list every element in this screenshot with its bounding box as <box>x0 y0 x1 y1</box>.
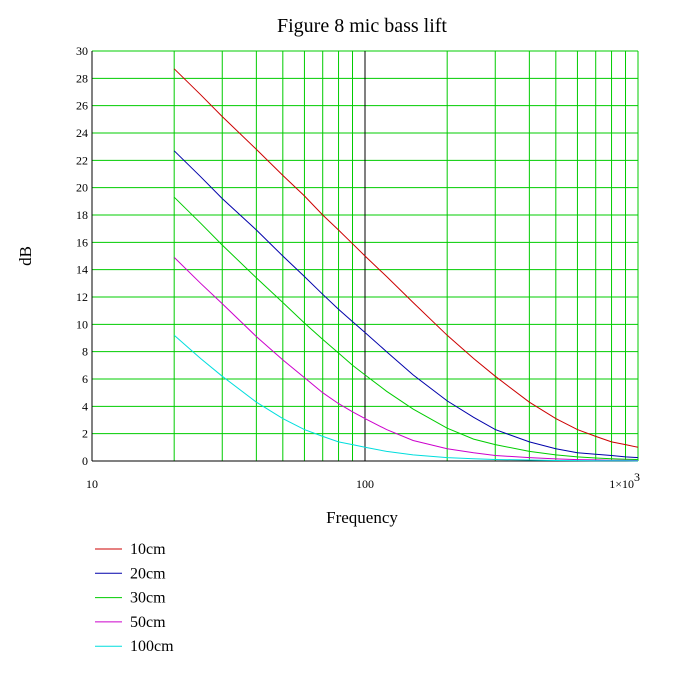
x-tick-superscript: 3 <box>634 470 640 484</box>
y-tick-label: 20 <box>76 181 88 195</box>
series-lines <box>173 68 639 462</box>
y-tick-label: 30 <box>76 44 88 58</box>
y-tick-label: 2 <box>82 427 88 441</box>
x-tick-label: 10 <box>86 477 98 491</box>
x-axis-label: Frequency <box>326 508 398 527</box>
y-tick-label: 26 <box>76 99 88 113</box>
x-tick-label: 1×10 <box>609 477 634 491</box>
series-line-50cm <box>173 257 639 461</box>
legend-label-20cm: 20cm <box>130 565 166 582</box>
legend-label-100cm: 100cm <box>130 638 174 655</box>
y-tick-label: 14 <box>76 263 88 277</box>
y-tick-label: 0 <box>82 454 88 468</box>
y-tick-label: 6 <box>82 372 88 386</box>
legend-label-30cm: 30cm <box>130 590 166 607</box>
y-tick-label: 18 <box>76 208 88 222</box>
series-line-10cm <box>173 68 639 448</box>
series-line-20cm <box>173 150 639 459</box>
axes <box>91 51 638 462</box>
y-tick-label: 16 <box>76 235 88 249</box>
series-line-100cm <box>173 334 639 462</box>
y-tick-label: 4 <box>82 399 88 413</box>
chart-title: Figure 8 mic bass lift <box>277 15 447 37</box>
legend-label-50cm: 50cm <box>130 614 166 631</box>
x-tick-label: 100 <box>356 477 374 491</box>
legend-label-10cm: 10cm <box>130 541 166 558</box>
y-tick-label: 22 <box>76 153 88 167</box>
y-tick-label: 8 <box>82 345 88 359</box>
series-line-30cm <box>173 196 639 461</box>
legend: 10cm 20cm 30cm 50cm 100cm <box>95 541 174 655</box>
y-tick-label: 12 <box>76 290 88 304</box>
y-tick-label: 24 <box>76 126 88 140</box>
y-tick-label: 10 <box>76 317 88 331</box>
y-axis-label: dB <box>16 246 35 266</box>
y-tick-label: 28 <box>76 71 88 85</box>
